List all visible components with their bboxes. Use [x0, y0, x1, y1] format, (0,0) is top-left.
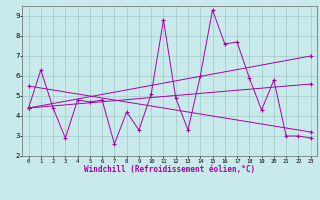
- X-axis label: Windchill (Refroidissement éolien,°C): Windchill (Refroidissement éolien,°C): [84, 165, 255, 174]
